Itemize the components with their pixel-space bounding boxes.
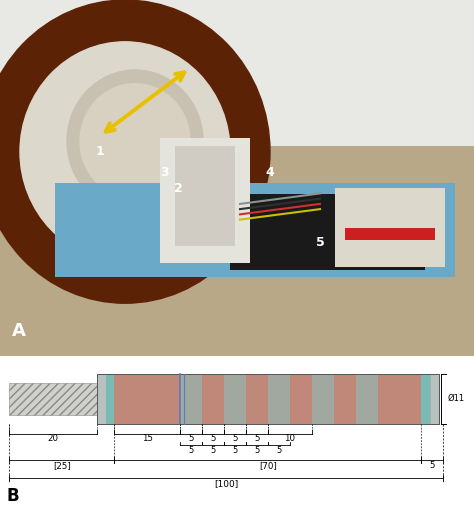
Bar [356,374,377,424]
Bar [97,374,106,424]
Circle shape [67,70,203,212]
Text: [25]: [25] [53,461,71,470]
Text: 5: 5 [189,446,194,455]
Text: 5: 5 [210,434,216,443]
Text: 4: 4 [265,166,274,179]
Text: 5: 5 [232,434,238,443]
Bar [377,374,421,424]
Bar [230,195,425,270]
Bar [180,374,202,424]
Bar [114,374,180,424]
Circle shape [0,0,270,303]
Text: Ø11: Ø11 [447,394,465,403]
Bar [312,374,334,424]
Text: [100]: [100] [214,479,238,488]
Text: B: B [7,487,19,505]
Bar [290,374,312,424]
Text: 20: 20 [47,434,58,443]
Bar [224,374,246,424]
Text: 5: 5 [210,446,216,455]
Bar [421,374,430,424]
Text: 5: 5 [232,446,237,455]
Bar [345,228,435,240]
Text: 5: 5 [276,446,282,455]
Text: 5: 5 [188,434,194,443]
Circle shape [20,42,230,262]
Text: 5: 5 [429,461,435,470]
Text: 10: 10 [284,434,295,443]
Bar [9,383,97,415]
Bar [175,146,235,245]
Bar [334,374,356,424]
Text: [70]: [70] [259,461,277,470]
Bar [268,374,290,424]
Text: 5: 5 [254,446,260,455]
Circle shape [80,84,190,199]
Bar [97,374,439,424]
Text: 15: 15 [142,434,153,443]
Bar [246,374,268,424]
Bar [202,374,224,424]
Text: 3: 3 [161,166,169,179]
Text: A: A [12,322,26,340]
Bar [430,374,439,424]
Bar [106,374,114,424]
Text: 5: 5 [316,236,324,249]
Text: 2: 2 [173,182,182,195]
Bar [335,188,445,267]
Bar [160,138,250,264]
Text: 1: 1 [96,145,104,158]
Bar [0,0,474,146]
Text: 5: 5 [254,434,260,443]
Bar [55,183,455,277]
